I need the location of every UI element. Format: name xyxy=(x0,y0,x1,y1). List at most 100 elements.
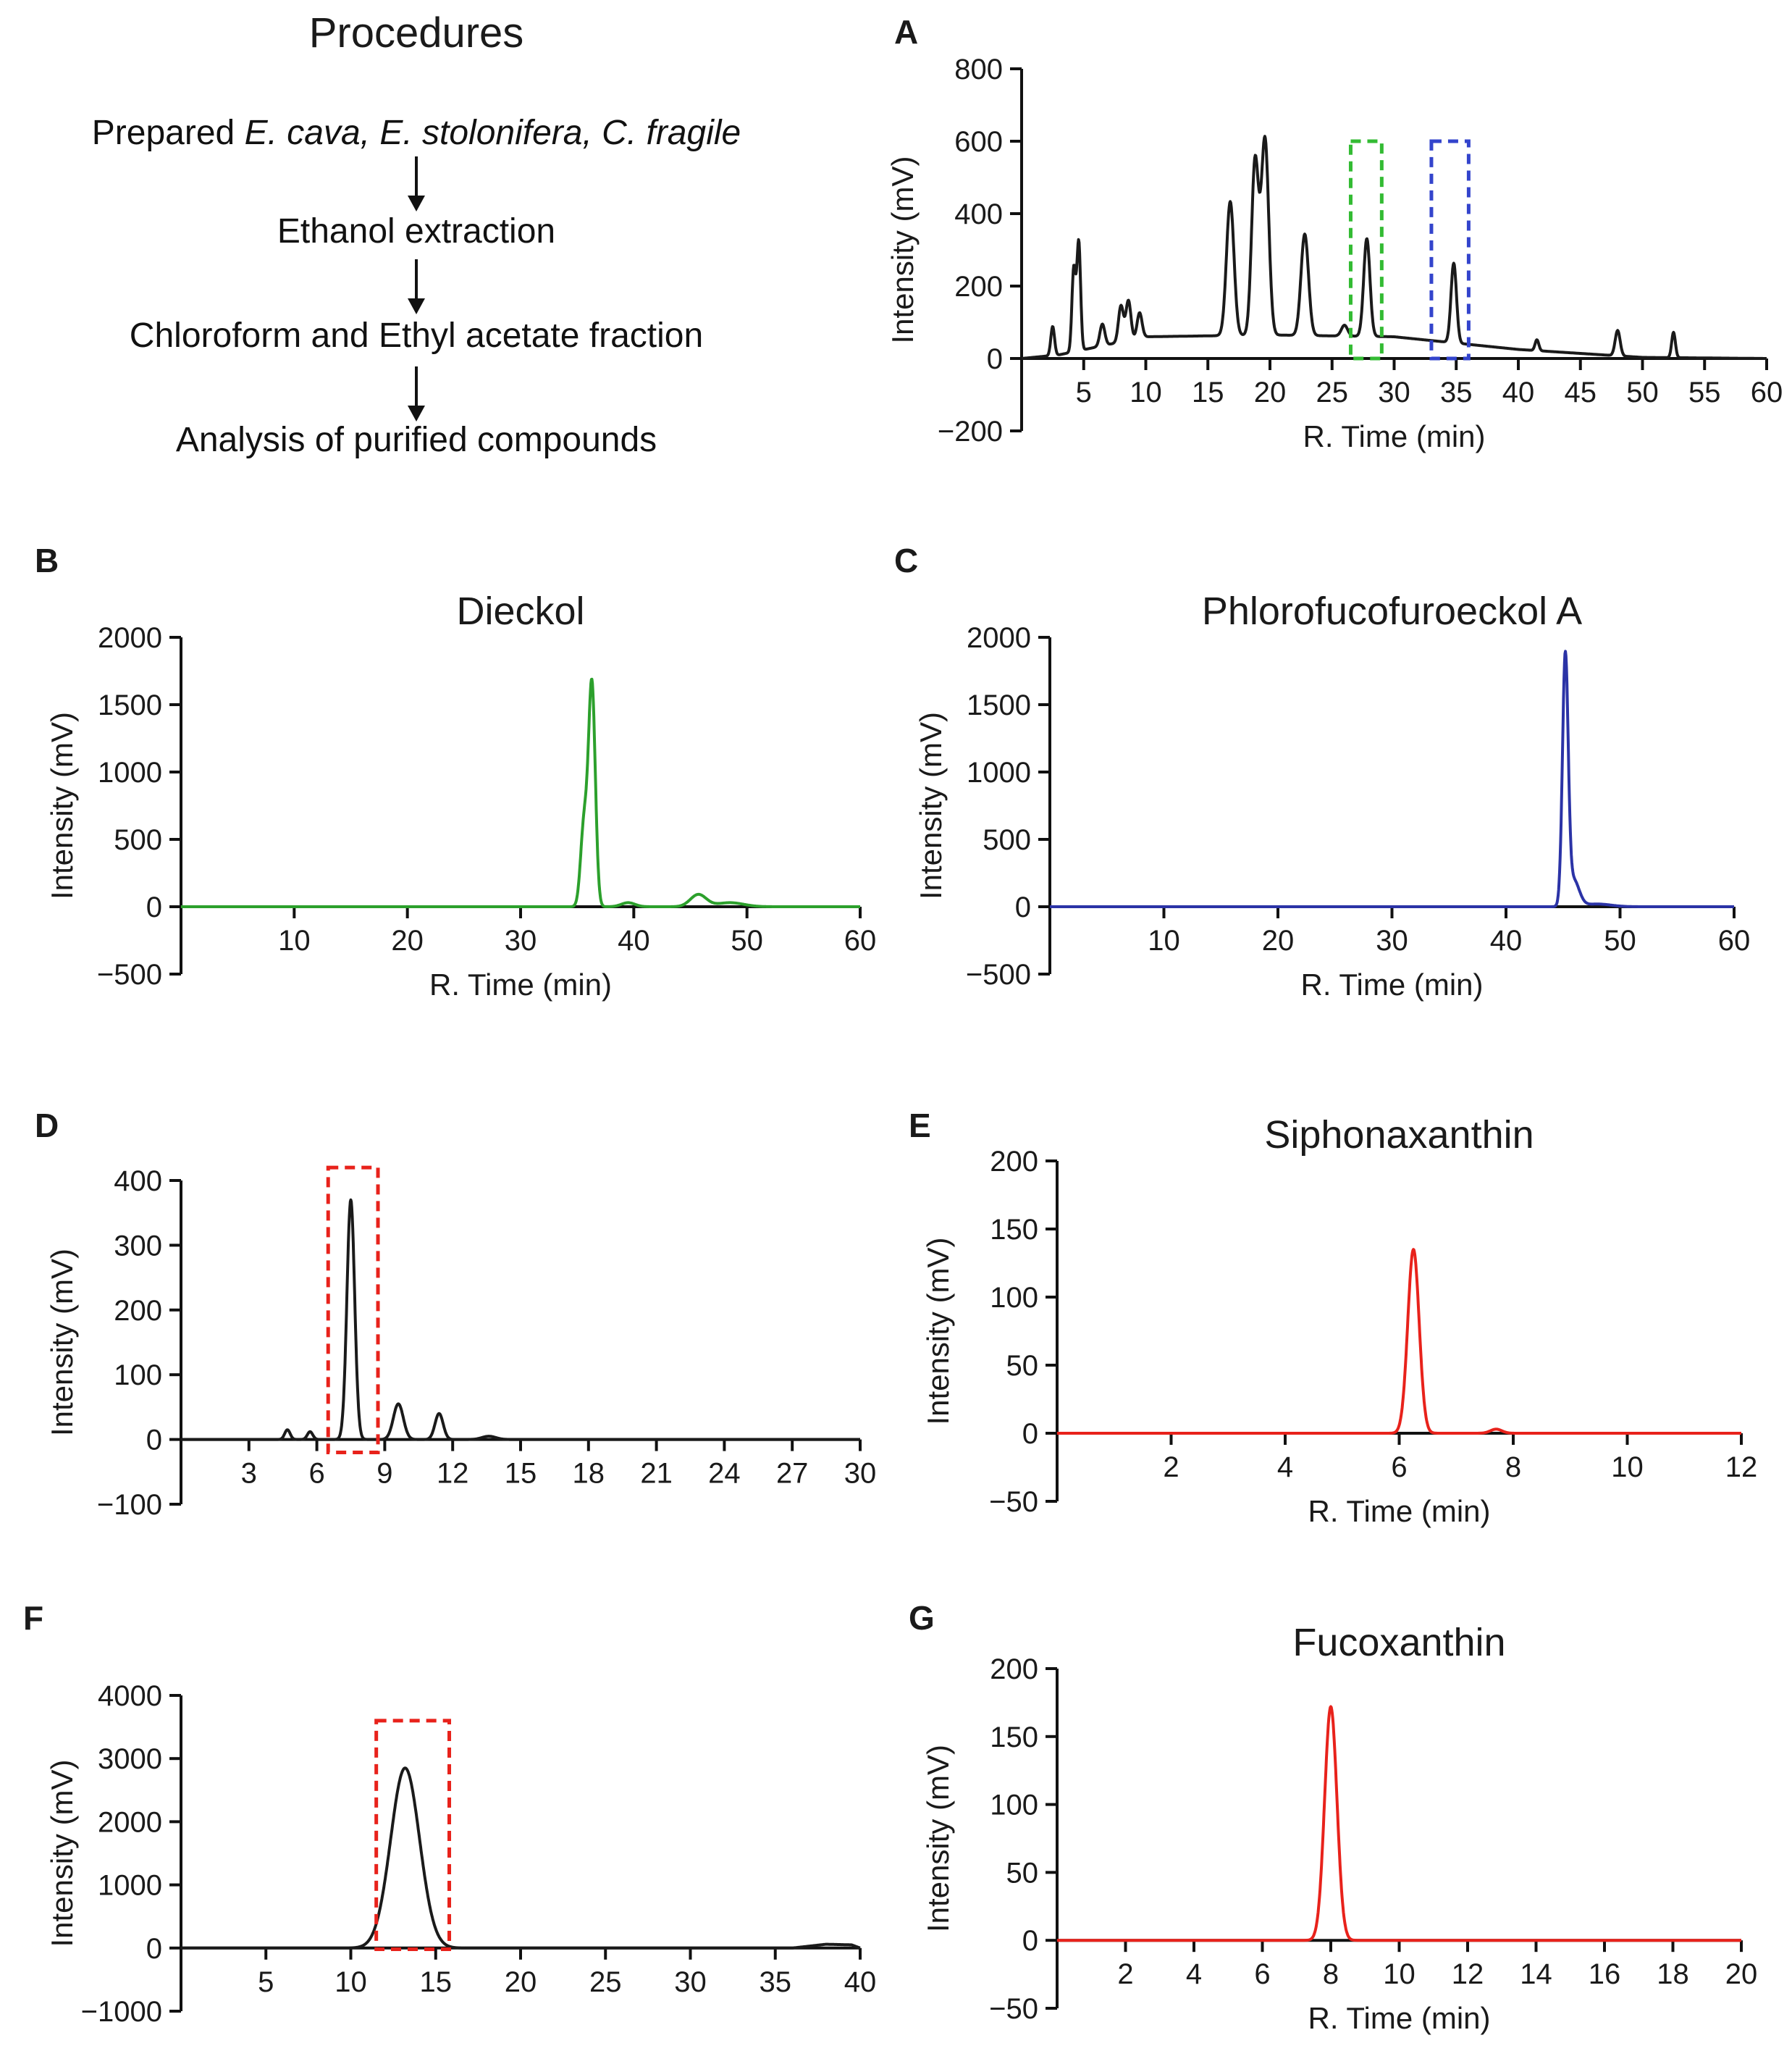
x-tick-label: 30 xyxy=(505,925,537,957)
selection-box xyxy=(374,1719,452,1952)
x-axis-label: R. Time (min) xyxy=(429,968,612,1002)
y-tick-label: 0 xyxy=(146,1425,162,1456)
y-tick-label: 3000 xyxy=(98,1743,162,1775)
y-tick-label: 200 xyxy=(954,271,1003,303)
x-tick-label: 9 xyxy=(377,1458,392,1490)
y-tick-label: −100 xyxy=(97,1489,162,1521)
x-tick-label: 4 xyxy=(1277,1451,1293,1483)
y-tick-label: 0 xyxy=(146,1933,162,1965)
selection-box xyxy=(326,1165,380,1454)
x-tick-label: 50 xyxy=(731,925,763,957)
procedure-step-1-text: Prepared xyxy=(91,114,245,152)
y-tick-label: 0 xyxy=(1022,1418,1038,1450)
x-axis-label: R. Time (min) xyxy=(1308,2001,1491,2035)
x-tick-label: 60 xyxy=(1718,925,1751,957)
x-tick-label: 25 xyxy=(589,1966,622,1998)
chart-panel-b: B Dieckol −500 0 500 1000 1500 2000 10 20 30 40 50 60… xyxy=(35,542,876,1002)
procedures-flowchart: Procedures Prepared E. cava, E. stolonif… xyxy=(0,0,833,478)
x-tick-label: 4 xyxy=(1186,1958,1202,1990)
chart-panel-f: F −1000 0 1000 2000 3000 4000 5 10 15 20 25 30 35 40 In… xyxy=(23,1599,876,2028)
x-axis-label: R. Time (min) xyxy=(1308,1494,1491,1528)
y-tick-label: −500 xyxy=(966,959,1031,991)
panel-letter: F xyxy=(23,1599,43,1637)
panel-letter: C xyxy=(894,542,918,579)
x-axis-label: R. Time (min) xyxy=(1303,419,1486,453)
chromatogram-trace xyxy=(180,1198,862,1441)
x-tick-label: 16 xyxy=(1589,1958,1621,1990)
chromatogram-trace xyxy=(180,1766,862,1950)
x-tick-label: 12 xyxy=(1725,1451,1758,1483)
chromatogram-trace xyxy=(1056,1248,1743,1435)
x-tick-label: 45 xyxy=(1565,377,1597,408)
x-tick-label: 35 xyxy=(760,1966,792,1998)
chart-title: Phlorofucofuroeckol A xyxy=(1202,590,1582,633)
y-tick-label: 2000 xyxy=(98,622,162,654)
x-tick-label: 18 xyxy=(1657,1958,1689,1990)
y-tick-label: 0 xyxy=(146,892,162,923)
y-tick-label: 150 xyxy=(990,1214,1038,1246)
x-tick-label: 10 xyxy=(1148,925,1180,957)
y-tick-label: 200 xyxy=(990,1146,1038,1178)
y-tick-label: 400 xyxy=(954,198,1003,230)
x-tick-label: 40 xyxy=(844,1966,877,1998)
y-tick-label: 100 xyxy=(990,1790,1038,1821)
x-tick-label: 8 xyxy=(1323,1958,1339,1990)
y-axis-label: Intensity (mV) xyxy=(45,1249,79,1436)
x-tick-label: 12 xyxy=(437,1458,469,1490)
x-tick-label: 5 xyxy=(1076,377,1092,408)
x-tick-label: 2 xyxy=(1163,1451,1179,1483)
y-axis-label: Intensity (mV) xyxy=(886,156,920,343)
x-tick-label: 40 xyxy=(618,925,650,957)
y-tick-label: 1000 xyxy=(98,1870,162,1902)
x-tick-label: 20 xyxy=(1725,1958,1758,1990)
y-tick-label: 0 xyxy=(1015,892,1031,923)
procedure-step-1: Prepared E. cava, E. stolonifera, C. fra… xyxy=(0,113,833,153)
chart-panel-d: D −100 0 100 200 300 400 3 6 9 12 15 18 21 24 27 30 Inten… xyxy=(35,1107,876,1521)
x-tick-label: 27 xyxy=(776,1458,809,1490)
x-tick-label: 8 xyxy=(1505,1451,1521,1483)
y-tick-label: 1500 xyxy=(967,689,1031,721)
x-tick-label: 40 xyxy=(1490,925,1523,957)
panel-letter: G xyxy=(909,1599,935,1637)
chromatogram-trace xyxy=(1048,650,1736,908)
x-tick-label: 12 xyxy=(1452,1958,1484,1990)
down-arrow-icon xyxy=(408,259,425,314)
x-tick-label: 10 xyxy=(1383,1958,1415,1990)
y-tick-label: 2000 xyxy=(967,622,1031,654)
x-tick-label: 18 xyxy=(573,1458,605,1490)
x-tick-label: 6 xyxy=(308,1458,324,1490)
y-tick-label: 300 xyxy=(114,1230,162,1262)
x-tick-label: 5 xyxy=(258,1966,274,1998)
x-tick-label: 30 xyxy=(844,1458,877,1490)
x-axis-label: R. Time (min) xyxy=(1301,968,1484,1002)
y-tick-label: 0 xyxy=(1022,1925,1038,1957)
y-tick-label: 100 xyxy=(114,1359,162,1391)
x-tick-label: 20 xyxy=(1254,377,1287,408)
selection-box xyxy=(1429,139,1471,361)
chart-title: Dieckol xyxy=(456,590,584,633)
procedure-step-4: Analysis of purified compounds xyxy=(175,421,657,459)
y-tick-label: −50 xyxy=(989,1993,1038,2025)
x-tick-label: 10 xyxy=(1611,1451,1644,1483)
y-axis-label: Intensity (mV) xyxy=(914,712,948,899)
chart-panel-c: C Phlorofucofuroeckol A −500 0 500 1000 1500 20… xyxy=(894,542,1750,1002)
y-tick-label: 500 xyxy=(983,824,1031,856)
procedure-step-2: Ethanol extraction xyxy=(277,212,556,251)
y-tick-label: 1000 xyxy=(967,757,1031,789)
x-tick-label: 60 xyxy=(844,925,877,957)
x-tick-label: 20 xyxy=(391,925,424,957)
chart-panel-g: G Fucoxanthin −50 0 50 100 150 200 2 4 6 8 10 12 14 16 1… xyxy=(909,1599,1757,2035)
procedure-step-1-species: E. cava, E. stolonifera, C. fragile xyxy=(244,114,741,152)
chart-title: Fucoxanthin xyxy=(1292,1621,1505,1664)
y-axis-label: Intensity (mV) xyxy=(45,1759,79,1947)
procedures-title: Procedures xyxy=(308,9,524,56)
y-tick-label: 600 xyxy=(954,126,1003,158)
x-tick-label: 2 xyxy=(1117,1958,1133,1990)
y-tick-label: 1000 xyxy=(98,757,162,789)
y-tick-label: 50 xyxy=(1006,1857,1039,1889)
x-tick-label: 30 xyxy=(1376,925,1408,957)
y-tick-label: −1000 xyxy=(81,1996,162,2028)
x-tick-label: 15 xyxy=(505,1458,537,1490)
y-axis-label: Intensity (mV) xyxy=(45,712,79,899)
x-tick-label: 20 xyxy=(1262,925,1295,957)
